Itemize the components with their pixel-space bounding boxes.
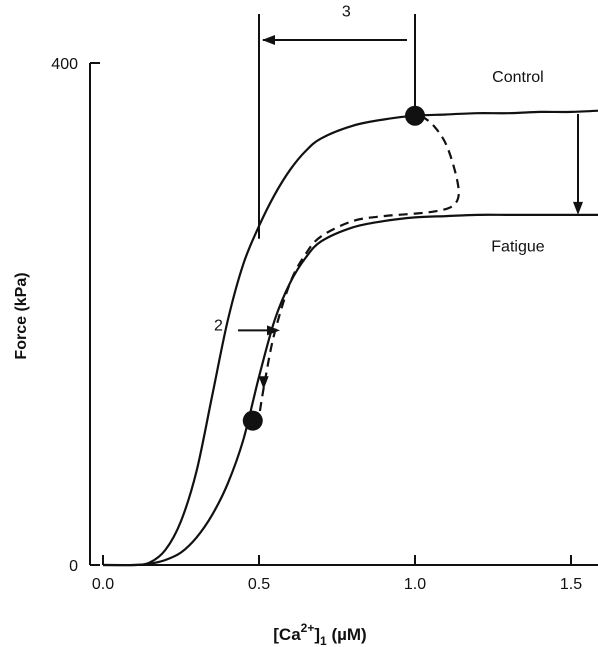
annotation-labels: Control Fatigue 2 3	[214, 4, 545, 335]
annotation-label-0: Control	[492, 69, 544, 86]
annotation-label-1: Fatigue	[491, 238, 544, 255]
x-label-sup: 2+	[301, 621, 315, 635]
y-ticks: 0 400	[51, 56, 100, 575]
x-tick-label-2: 1.0	[404, 576, 426, 593]
arrow-dashed-head	[258, 376, 269, 390]
y-tick-label-1: 400	[51, 56, 78, 73]
series-layer	[102, 109, 598, 567]
y-axis-label: Force (kPa)	[13, 272, 30, 359]
series-control-line	[102, 109, 598, 567]
series-dashed-transition-line	[257, 114, 460, 418]
arrow-force-drop-head	[573, 201, 583, 215]
x-label-base: [Ca	[273, 625, 301, 644]
x-label-unit: (µM)	[327, 625, 367, 644]
arrow-3-head	[262, 35, 275, 45]
y-tick-label-0: 0	[69, 558, 78, 575]
data-point-1	[242, 410, 263, 431]
x-tick-label-1: 0.5	[248, 576, 270, 593]
data-point-0	[405, 105, 425, 126]
data-points	[242, 105, 425, 431]
annotation-arrows	[238, 14, 583, 390]
series-fatigue-line	[102, 213, 598, 567]
annotation-label-2: 2	[214, 317, 223, 334]
x-tick-label-3: 1.5	[560, 576, 582, 593]
arrow-2-head	[267, 325, 280, 336]
annotation-label-3: 3	[342, 4, 351, 21]
x-label-sub: 1	[320, 634, 327, 647]
x-axis-label: [Ca2+]1 (µM)	[273, 621, 366, 647]
axes	[89, 63, 598, 566]
x-ticks: 0.0 0.5 1.0 1.5	[92, 555, 582, 593]
x-label-mid: ]	[314, 625, 320, 644]
x-tick-label-0: 0.0	[92, 576, 114, 593]
